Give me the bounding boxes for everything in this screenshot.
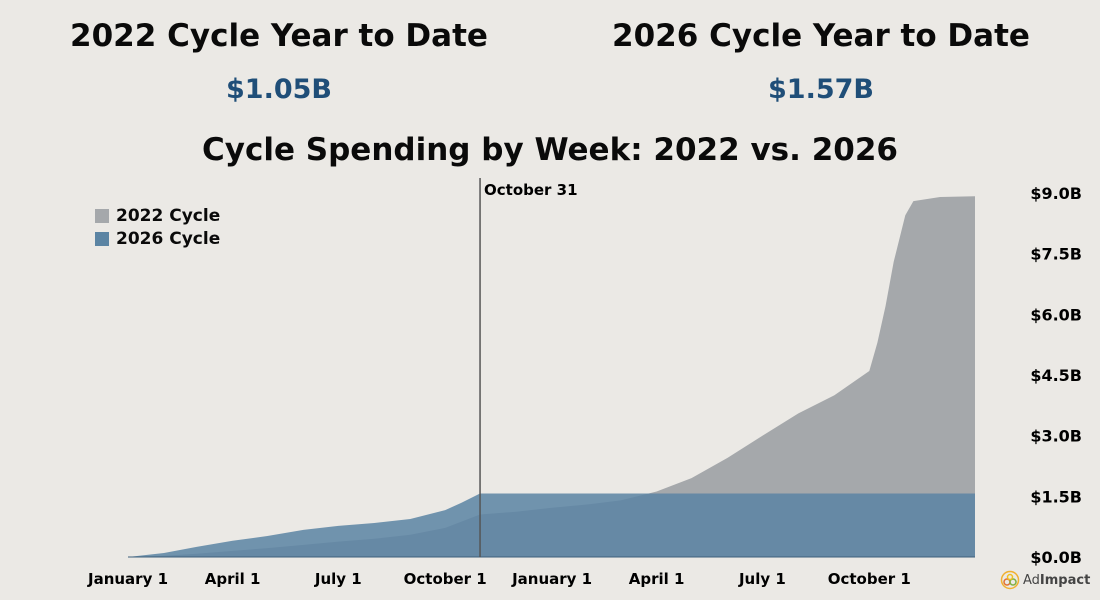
y-tick-label: $4.5B: [1030, 366, 1082, 385]
right-value: $1.57B: [768, 74, 874, 105]
adimpact-logo: Ad Impact: [1000, 570, 1090, 590]
x-tick-label: July 1: [738, 570, 786, 588]
series-area-2022-cycle: [128, 196, 975, 557]
legend-label: 2022 Cycle: [116, 206, 221, 226]
legend-item-2022: 2022 Cycle: [95, 206, 220, 226]
logo-text-bold: Impact: [1039, 572, 1091, 588]
legend-label: 2026 Cycle: [116, 229, 221, 249]
x-tick-label: October 1: [404, 570, 487, 588]
annotation-label: October 31: [484, 181, 578, 199]
y-tick-label: $9.0B: [1030, 184, 1082, 203]
x-tick-label: April 1: [205, 570, 261, 588]
x-tick-label: October 1: [828, 570, 911, 588]
left-title: 2022 Cycle Year to Date: [70, 18, 488, 54]
left-value: $1.05B: [226, 74, 332, 105]
legend-swatch: [95, 209, 109, 223]
y-tick-label: $0.0B: [1030, 548, 1082, 567]
y-tick-label: $3.0B: [1030, 427, 1082, 446]
right-title: 2026 Cycle Year to Date: [612, 18, 1030, 54]
x-tick-label: July 1: [314, 570, 362, 588]
x-tick-label: January 1: [87, 570, 168, 588]
series-area-2026-cycle: [128, 493, 975, 557]
x-tick-label: April 1: [629, 570, 685, 588]
logo-icon: [1000, 570, 1020, 590]
y-tick-label: $6.0B: [1030, 305, 1082, 324]
y-tick-label: $7.5B: [1030, 245, 1082, 264]
legend-swatch: [95, 232, 109, 246]
chart-title: Cycle Spending by Week: 2022 vs. 2026: [202, 132, 898, 168]
logo-text: Ad: [1023, 572, 1040, 588]
y-tick-label: $1.5B: [1030, 487, 1082, 506]
legend-item-2026: 2026 Cycle: [95, 229, 220, 249]
x-tick-label: January 1: [511, 570, 592, 588]
